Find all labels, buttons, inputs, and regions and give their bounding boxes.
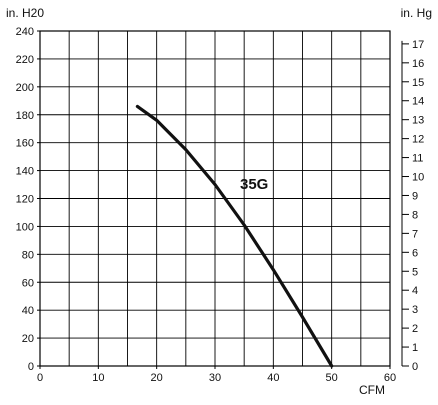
y-right-tick-label: 13 [412, 115, 424, 127]
series-label-35g: 35G [240, 176, 268, 193]
y-right-tick-label: 15 [412, 77, 424, 89]
y-left-tick-label: 140 [16, 166, 34, 178]
y-right-tick-label: 6 [412, 247, 418, 259]
y-right-tick-label: 10 [412, 172, 424, 184]
y-right-tick-label: 7 [412, 228, 418, 240]
y-left-tick-label: 200 [16, 82, 34, 94]
y-left-tick-label: 160 [16, 138, 34, 150]
x-tick-label: 60 [384, 372, 396, 384]
y-right-tick-label: 4 [412, 285, 418, 297]
y-right-tick-label: 3 [412, 304, 418, 316]
y-left-tick-label: 40 [22, 305, 34, 317]
y-right-tick-label: 16 [412, 58, 424, 70]
y-right-tick-label: 11 [412, 153, 423, 165]
y-left-tick-label: 80 [22, 249, 34, 261]
x-tick-label: 10 [92, 372, 104, 384]
x-tick-label: 30 [209, 372, 221, 384]
series-line-35g [135, 104, 334, 368]
x-axis-title: CFM [359, 383, 385, 397]
y-right-tick-label: 14 [412, 96, 424, 108]
y-right-tick-label: 5 [412, 266, 418, 278]
x-tick-label: 40 [267, 372, 279, 384]
x-tick-label: 20 [151, 372, 163, 384]
y-left-tick-label: 240 [16, 26, 34, 38]
y-left-tick-label: 20 [22, 333, 34, 345]
y-right-axis-title: in. Hg [401, 6, 432, 20]
y-right-tick-label: 9 [412, 190, 418, 202]
x-tick-label: 50 [326, 372, 338, 384]
y-right-tick-label: 1 [412, 342, 418, 354]
y-left-tick-label: 0 [28, 361, 34, 373]
x-tick-label: 0 [37, 372, 43, 384]
y-left-tick-label: 60 [22, 277, 34, 289]
y-left-tick-label: 100 [16, 221, 34, 233]
y-left-tick-label: 120 [16, 194, 34, 206]
y-right-tick-label: 17 [412, 39, 424, 51]
y-left-tick-label: 180 [16, 110, 34, 122]
y-left-tick-label: 220 [16, 54, 34, 66]
y-right-tick-label: 8 [412, 209, 418, 221]
y-left-axis-title: in. H20 [6, 6, 44, 20]
y-right-tick-label: 0 [412, 361, 418, 373]
y-right-tick-label: 2 [412, 323, 418, 335]
y-right-tick-label: 12 [412, 134, 424, 146]
